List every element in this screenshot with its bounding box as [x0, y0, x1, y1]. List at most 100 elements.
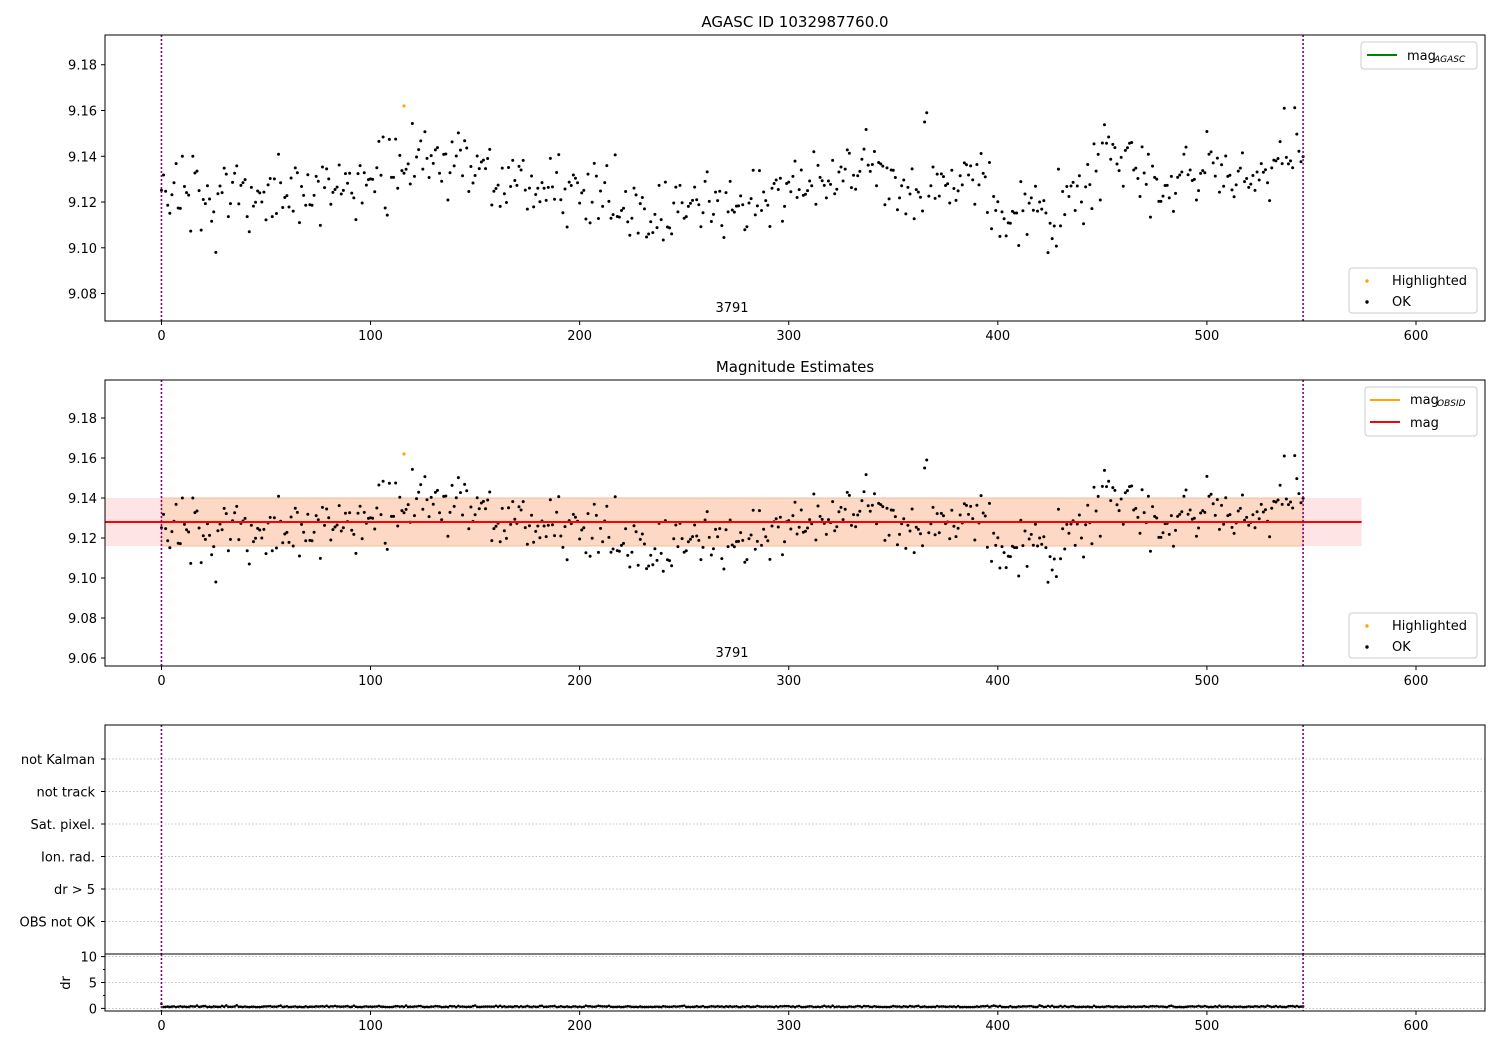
- data-point-ok: [178, 206, 182, 210]
- dr-point: [1086, 1005, 1090, 1008]
- data-point-ok: [170, 530, 174, 534]
- data-point-ok: [985, 211, 989, 215]
- data-point-ok: [747, 201, 751, 205]
- mag-legend-points[interactable]: Highlighted OK: [1348, 612, 1478, 659]
- data-point-ok: [921, 544, 925, 548]
- data-point-ok: [647, 232, 651, 236]
- dr-point: [774, 1004, 778, 1008]
- data-point-ok: [446, 198, 450, 202]
- data-point-ok: [969, 164, 973, 168]
- data-point-ok: [948, 201, 952, 205]
- data-point-ok: [220, 528, 224, 532]
- dr-point: [917, 1004, 920, 1008]
- dr-point: [653, 1005, 657, 1009]
- data-point-ok: [279, 181, 283, 185]
- data-point-ok: [448, 510, 452, 514]
- agasc-legend-points[interactable]: Highlighted OK: [1348, 267, 1478, 314]
- data-point-ok: [310, 539, 314, 543]
- data-point-ok: [1236, 509, 1240, 513]
- dr-point: [739, 1005, 742, 1009]
- dr-point: [733, 1005, 736, 1008]
- data-point-ok: [1205, 130, 1209, 134]
- dr-point: [417, 1004, 420, 1008]
- data-point-ok: [258, 191, 262, 195]
- data-point-ok: [429, 154, 433, 158]
- dr-point: [431, 1005, 435, 1008]
- data-point-ok: [1234, 183, 1238, 187]
- data-point-ok: [711, 212, 715, 216]
- data-point-ok: [757, 169, 761, 173]
- agasc-legend-mag[interactable]: mag AGASC: [1360, 41, 1478, 70]
- data-point-ok: [778, 515, 782, 519]
- dr-point: [1266, 1004, 1269, 1007]
- data-point-ok: [461, 174, 465, 178]
- dr-point: [448, 1004, 452, 1008]
- data-point-ok: [1240, 493, 1244, 497]
- data-point-ok: [484, 507, 488, 511]
- data-point-ok: [780, 219, 784, 223]
- data-point-ok: [1205, 474, 1209, 478]
- data-point-ok: [862, 147, 866, 151]
- data-point-ok: [247, 230, 251, 234]
- data-point-ok: [404, 167, 408, 171]
- dr-point: [1124, 1005, 1127, 1009]
- dr-point: [1172, 1005, 1175, 1008]
- dr-point: [714, 1005, 717, 1009]
- data-point-ok: [548, 498, 552, 502]
- data-point-ok: [412, 514, 416, 518]
- data-point-ok: [630, 216, 634, 220]
- data-point-ok: [197, 526, 201, 530]
- dr-point: [588, 1005, 592, 1008]
- dr-point: [1280, 1005, 1284, 1009]
- dr-point: [868, 1005, 872, 1009]
- data-point-ok: [983, 514, 987, 518]
- data-point-ok: [550, 523, 554, 527]
- dr-point: [986, 1004, 989, 1008]
- dr-point: [622, 1005, 625, 1009]
- dr-point: [174, 1005, 178, 1009]
- dr-point: [1243, 1005, 1246, 1009]
- dr-point: [429, 1005, 433, 1008]
- data-point-ok: [1069, 184, 1073, 188]
- y-tick-label: 9.08: [68, 612, 97, 627]
- data-point-ok: [1197, 526, 1201, 530]
- dr-point: [689, 1005, 692, 1009]
- data-point-ok: [1157, 199, 1161, 203]
- dr-point: [1013, 1005, 1016, 1009]
- data-point-ok: [410, 467, 414, 471]
- dr-point: [377, 1004, 381, 1008]
- data-point-ok: [498, 540, 502, 544]
- data-point-ok: [1008, 221, 1012, 225]
- data-point-ok: [1040, 207, 1044, 211]
- data-point-ok: [1161, 531, 1165, 535]
- data-point-ok: [745, 558, 749, 562]
- data-point-ok: [387, 137, 391, 141]
- data-point-ok: [1038, 200, 1042, 204]
- mag-legend-lines[interactable]: mag OBSID mag: [1364, 386, 1478, 437]
- data-point-ok: [1257, 178, 1261, 182]
- data-point-ok: [691, 198, 695, 202]
- data-point-ok: [864, 473, 868, 477]
- dr-point: [712, 1005, 715, 1008]
- dr-point: [756, 1004, 759, 1008]
- data-point-ok: [1188, 168, 1192, 172]
- data-point-ok: [1025, 233, 1029, 237]
- data-point-ok: [540, 181, 544, 185]
- data-point-ok: [619, 543, 623, 547]
- data-point-ok: [1117, 169, 1121, 173]
- data-point-ok: [295, 510, 299, 514]
- agasc-plot-area: [159, 35, 1305, 321]
- dr-point: [666, 1005, 669, 1009]
- data-point-ok: [256, 189, 260, 193]
- dr-point: [615, 1005, 619, 1009]
- data-point-ok: [571, 512, 575, 516]
- data-point-ok: [222, 166, 226, 170]
- data-point-ok: [607, 199, 611, 203]
- data-point-ok: [228, 202, 232, 206]
- data-point-ok: [1146, 152, 1150, 156]
- dr-point: [360, 1005, 364, 1009]
- agasc-y-ticks: 9.089.109.129.149.169.18: [68, 59, 105, 303]
- data-point-ok: [709, 553, 713, 557]
- dr-point: [611, 1005, 615, 1009]
- data-point-ok: [697, 538, 701, 542]
